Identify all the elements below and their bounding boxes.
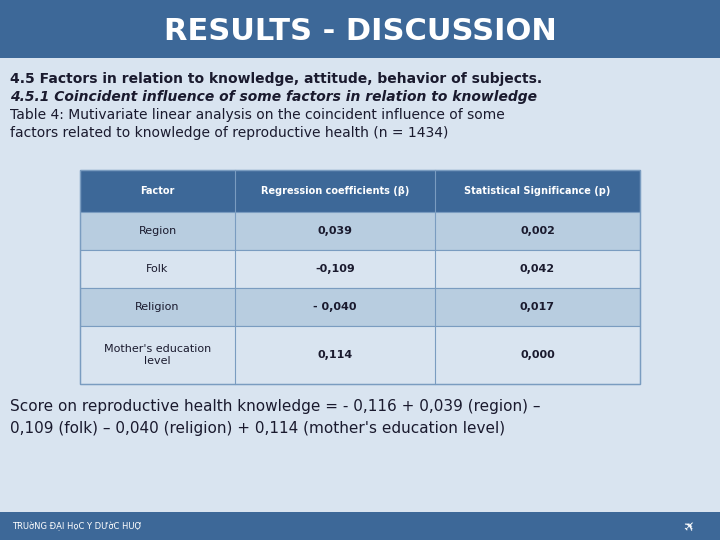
Text: 0,114: 0,114 — [318, 350, 353, 360]
Bar — [80, 170, 640, 212]
Text: Factor: Factor — [140, 186, 175, 196]
Text: Religion: Religion — [135, 302, 180, 312]
Text: Statistical Significance (p): Statistical Significance (p) — [464, 186, 611, 196]
Bar — [80, 326, 640, 384]
Bar — [0, 512, 720, 540]
Text: Folk: Folk — [146, 264, 168, 274]
Text: -0,109: -0,109 — [315, 264, 355, 274]
Text: Mother's education
level: Mother's education level — [104, 344, 211, 366]
Text: 4.5.1 Coincident influence of some factors in relation to knowledge: 4.5.1 Coincident influence of some facto… — [10, 90, 537, 104]
Text: Regression coefficients (β): Regression coefficients (β) — [261, 186, 409, 196]
Bar — [80, 250, 640, 288]
Bar — [80, 170, 640, 384]
Bar — [0, 0, 720, 58]
Text: Score on reproductive health knowledge = - 0,116 + 0,039 (region) –: Score on reproductive health knowledge =… — [10, 399, 541, 414]
Text: factors related to knowledge of reproductive health (n = 1434): factors related to knowledge of reproduc… — [10, 126, 449, 140]
Text: TRUờNG ĐẠI HọC Y DƯờC HUỢ: TRUờNG ĐẠI HọC Y DƯờC HUỢ — [12, 521, 142, 531]
Text: 0,109 (folk) – 0,040 (religion) + 0,114 (mother's education level): 0,109 (folk) – 0,040 (religion) + 0,114 … — [10, 421, 505, 436]
Text: 0,042: 0,042 — [520, 264, 555, 274]
Text: Region: Region — [138, 226, 176, 236]
Bar — [80, 288, 640, 326]
Text: 0,002: 0,002 — [520, 226, 555, 236]
Text: Table 4: Mutivariate linear analysis on the coincident influence of some: Table 4: Mutivariate linear analysis on … — [10, 108, 505, 122]
Text: 0,039: 0,039 — [318, 226, 353, 236]
Text: 4.5 Factors in relation to knowledge, attitude, behavior of subjects.: 4.5 Factors in relation to knowledge, at… — [10, 72, 542, 86]
Bar — [80, 212, 640, 250]
Text: 0,000: 0,000 — [520, 350, 555, 360]
Text: ✈: ✈ — [681, 517, 699, 535]
Text: 0,017: 0,017 — [520, 302, 555, 312]
Text: - 0,040: - 0,040 — [313, 302, 356, 312]
Text: RESULTS - DISCUSSION: RESULTS - DISCUSSION — [163, 17, 557, 46]
